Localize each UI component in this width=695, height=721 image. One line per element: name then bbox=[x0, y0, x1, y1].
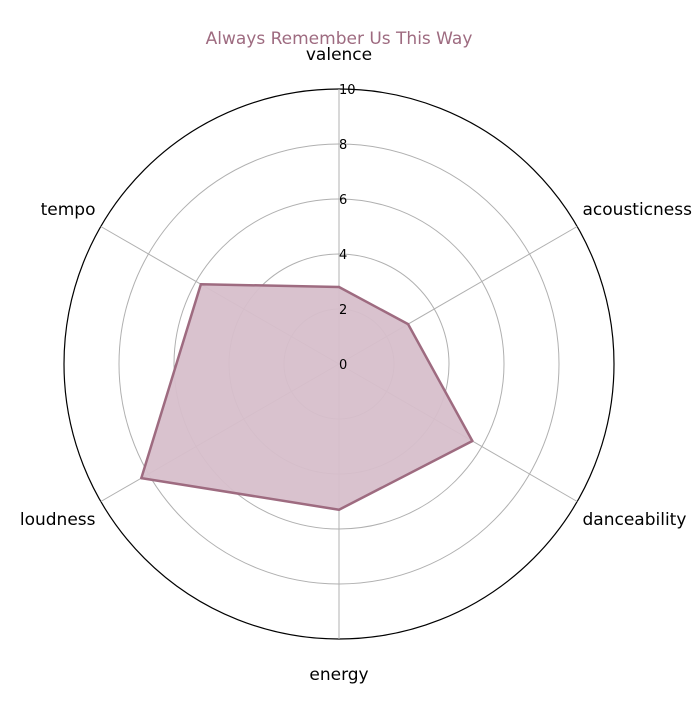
axis-label-energy: energy bbox=[309, 665, 368, 685]
data-point-valence bbox=[337, 285, 341, 289]
tick-label-10: 10 bbox=[339, 83, 356, 98]
axis-labels: valence acousticness danceability energy lou… bbox=[20, 45, 692, 685]
data-point-energy bbox=[337, 508, 341, 511]
tick-label-2: 2 bbox=[339, 303, 347, 318]
tick-label-0: 0 bbox=[339, 358, 347, 373]
axis-label-loudness: loudness bbox=[20, 510, 96, 530]
axis-label-tempo: tempo bbox=[41, 200, 96, 220]
tick-label-6: 6 bbox=[339, 193, 347, 208]
data-point-loudness bbox=[140, 476, 143, 480]
radial-tick-labels: 0 2 4 6 8 10 bbox=[339, 83, 356, 373]
tick-label-8: 8 bbox=[339, 138, 347, 153]
tick-label-4: 4 bbox=[339, 248, 347, 263]
series-layer bbox=[140, 283, 474, 511]
data-point-danceability bbox=[471, 439, 474, 443]
data-point-acousticness bbox=[406, 322, 410, 326]
series-area-0 bbox=[140, 283, 474, 511]
data-point-tempo bbox=[199, 283, 203, 286]
axis-label-valence: valence bbox=[306, 45, 372, 65]
axis-label-acousticness: acousticness bbox=[583, 200, 693, 220]
chart-title: Always Remember Us This Way bbox=[206, 29, 473, 49]
axis-label-danceability: danceability bbox=[583, 510, 687, 530]
